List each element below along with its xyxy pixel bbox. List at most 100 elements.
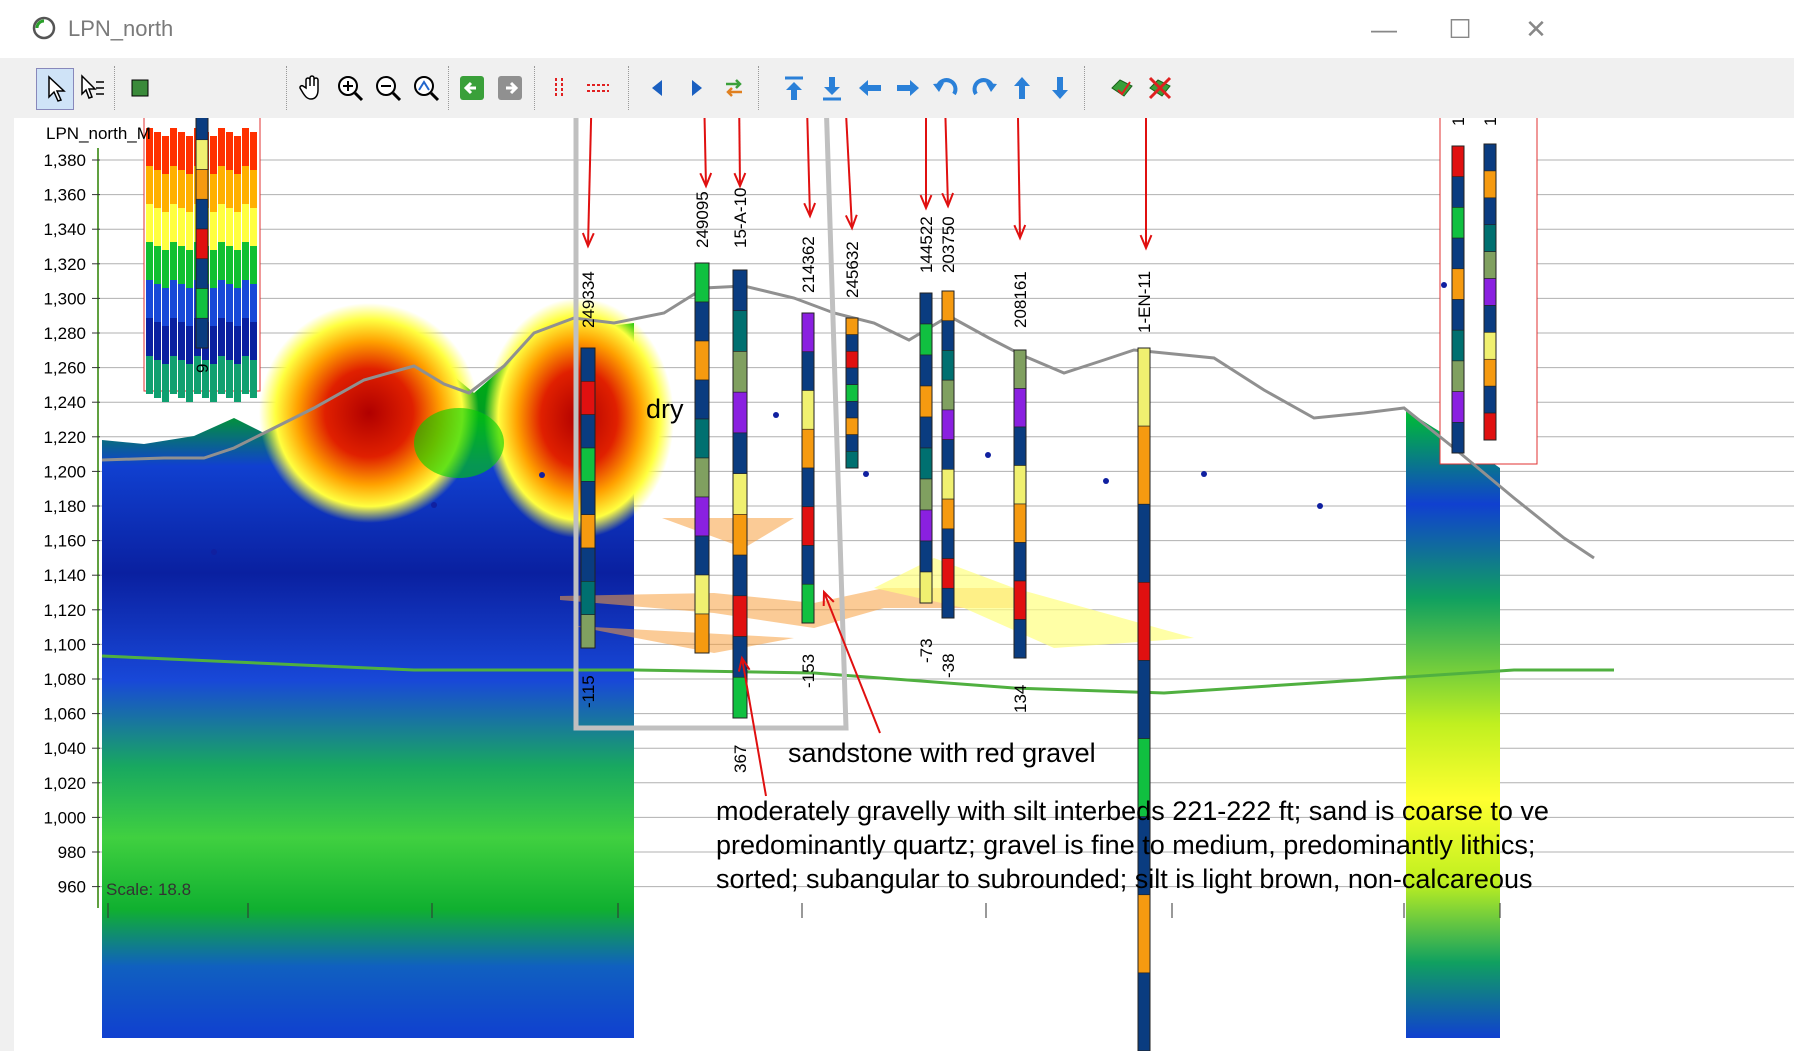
- point-marker: [211, 549, 217, 555]
- well-id-label: 15-A-10: [731, 188, 750, 248]
- leader-arrow: [839, 0, 853, 229]
- well-id-label: 171776: [1449, 118, 1468, 126]
- y-tick-label: 1,300: [43, 289, 86, 308]
- well-id-label: 208161: [1011, 271, 1030, 328]
- y-tick-label: 1,160: [43, 532, 86, 551]
- point-marker: [773, 412, 779, 418]
- well-log[interactable]: 245632: [843, 241, 862, 469]
- well-depth-label: 134: [1011, 685, 1030, 713]
- y-tick-label: 1,040: [43, 739, 86, 758]
- point-markers: [211, 282, 1447, 555]
- point-marker: [1201, 471, 1207, 477]
- move-top-icon[interactable]: [776, 68, 812, 108]
- well-depth-label: -38: [939, 653, 958, 678]
- leader-arrow: [803, 0, 811, 217]
- point-marker: [1317, 503, 1323, 509]
- y-tick-label: 1,180: [43, 497, 86, 516]
- well-depth-label: 9: [193, 364, 212, 373]
- well-depth-label: -153: [799, 654, 818, 688]
- move-left-icon[interactable]: [852, 68, 888, 108]
- toolbar: [14, 60, 1794, 119]
- y-tick-label: 980: [58, 843, 86, 862]
- y-tick-label: 1,060: [43, 705, 86, 724]
- title-bar: LPN_north — ☐ ✕: [0, 0, 1794, 58]
- well-log[interactable]: 15-A-10 367: [731, 188, 750, 773]
- well-depth-label: 367: [731, 745, 750, 773]
- well-depth-label: -115: [579, 675, 598, 708]
- y-tick-label: 1,020: [43, 774, 86, 793]
- well-log[interactable]: 214362 -153: [799, 236, 818, 688]
- y-tick-label: 1,240: [43, 393, 86, 412]
- y-tick-label: 960: [58, 878, 86, 897]
- y-axis: 1,380 1,360 1,340 1,320 1,300 1,280 1,260 1,240…: [43, 148, 1501, 918]
- y-tick-label: 1,080: [43, 670, 86, 689]
- select-arrow-icon[interactable]: [36, 68, 74, 110]
- cancel-icon[interactable]: [1142, 68, 1178, 108]
- stop-icon[interactable]: [122, 68, 158, 108]
- sandstone-label: sandstone with red gravel: [788, 738, 1096, 768]
- triangle-left-icon[interactable]: [640, 68, 676, 108]
- horizontal-lines-icon[interactable]: [580, 68, 616, 108]
- vertical-lines-icon[interactable]: [542, 68, 578, 108]
- y-tick-label: 1,280: [43, 324, 86, 343]
- well-log[interactable]: 249334 -115: [579, 271, 598, 708]
- close-button[interactable]: ✕: [1525, 14, 1547, 44]
- well-id-label: 1-EN-11: [1135, 271, 1154, 333]
- water-table-line: [101, 654, 1614, 695]
- well-log[interactable]: 249095: [693, 191, 712, 654]
- y-tick-label: 1,200: [43, 462, 86, 481]
- app-icon: [32, 16, 56, 40]
- triangle-right-icon[interactable]: [678, 68, 714, 108]
- well-log[interactable]: 1-EN-11: [1135, 271, 1154, 1052]
- y-tick-label: 1,220: [43, 428, 86, 447]
- leader-arrow: [587, 0, 595, 247]
- y-tick-label: 1,320: [43, 255, 86, 274]
- rotate-left-icon[interactable]: [928, 68, 964, 108]
- scale-label: Scale: 18.8: [106, 880, 192, 899]
- well-id-label: 245632: [843, 241, 862, 298]
- resistivity-section-right: [1406, 410, 1500, 1038]
- move-bottom-icon[interactable]: [814, 68, 850, 108]
- lithology-description-line-1: moderately gravelly with silt interbeds …: [716, 796, 1549, 826]
- forward-icon[interactable]: [492, 68, 528, 108]
- cross-section-canvas[interactable]: 2515549249334-11524909515-A-10367214362-…: [14, 0, 1794, 1052]
- well-id-label: 249095: [693, 191, 712, 248]
- cross-section-plot[interactable]: 2515549249334-11524909515-A-10367214362-…: [14, 0, 1794, 1052]
- back-icon[interactable]: [454, 68, 490, 108]
- leader-arrow: [741, 657, 767, 797]
- point-marker: [431, 502, 437, 508]
- well-id-label: 203750: [939, 216, 958, 273]
- swap-icon[interactable]: [716, 68, 752, 108]
- leader-arrow: [737, 0, 741, 187]
- correlation-fans: [560, 518, 1194, 653]
- well-log[interactable]: 203750 -38: [939, 216, 958, 678]
- ok-icon[interactable]: [1104, 68, 1140, 108]
- well-depth-label: -73: [917, 638, 936, 663]
- leader-arrow: [701, 0, 707, 187]
- leader-arrow: [1015, 0, 1021, 239]
- well-log[interactable]: 208161 134: [1011, 271, 1030, 713]
- maximize-button[interactable]: ☐: [1448, 14, 1472, 44]
- point-marker: [1441, 282, 1447, 288]
- minimize-button[interactable]: —: [1371, 14, 1397, 44]
- well-id-label: 214362: [799, 236, 818, 293]
- lithology-description-line-2: predominantly quartz; gravel is fine to …: [716, 830, 1536, 860]
- zoom-extent-icon[interactable]: [408, 68, 444, 108]
- dry-label: dry: [646, 394, 684, 424]
- move-up-icon[interactable]: [1004, 68, 1040, 108]
- y-tick-label: 1,340: [43, 220, 86, 239]
- point-marker: [985, 452, 991, 458]
- zoom-out-icon[interactable]: [370, 68, 406, 108]
- y-axis-label: LPN_north_M: [46, 124, 151, 143]
- lithology-description-line-3: sorted; subangular to subrounded; silt i…: [716, 864, 1533, 894]
- y-tick-label: 1,100: [43, 635, 86, 654]
- zoom-in-icon[interactable]: [332, 68, 368, 108]
- y-tick-label: 1,260: [43, 359, 86, 378]
- well-log[interactable]: 144522 -73: [917, 216, 936, 663]
- move-right-icon[interactable]: [890, 68, 926, 108]
- select-node-icon[interactable]: [74, 68, 110, 108]
- pan-hand-icon[interactable]: [294, 68, 330, 108]
- rotate-right-icon[interactable]: [966, 68, 1002, 108]
- y-tick-label: 1,000: [43, 808, 86, 827]
- move-down-icon[interactable]: [1042, 68, 1078, 108]
